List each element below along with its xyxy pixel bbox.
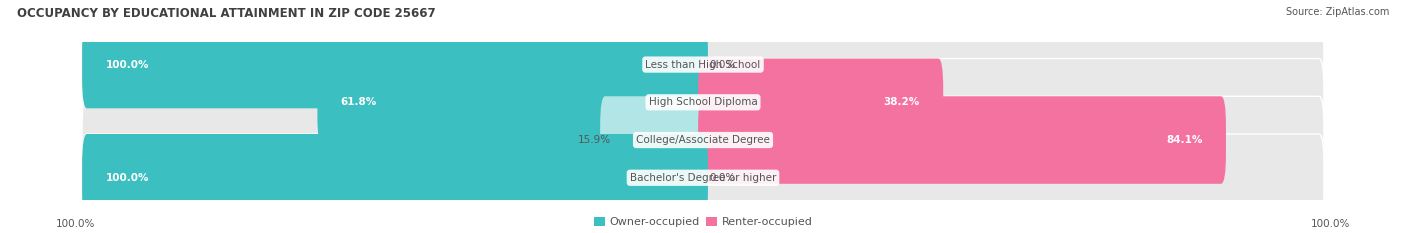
FancyBboxPatch shape — [82, 21, 709, 108]
Text: High School Diploma: High School Diploma — [648, 97, 758, 107]
Text: 100.0%: 100.0% — [105, 60, 149, 70]
Text: 100.0%: 100.0% — [1310, 219, 1350, 229]
FancyBboxPatch shape — [82, 134, 709, 222]
FancyBboxPatch shape — [600, 96, 709, 184]
FancyBboxPatch shape — [697, 21, 1324, 108]
FancyBboxPatch shape — [318, 58, 709, 146]
FancyBboxPatch shape — [697, 96, 1226, 184]
FancyBboxPatch shape — [697, 58, 1324, 146]
Text: 100.0%: 100.0% — [56, 219, 96, 229]
FancyBboxPatch shape — [697, 96, 1324, 184]
Text: College/Associate Degree: College/Associate Degree — [636, 135, 770, 145]
Text: Less than High School: Less than High School — [645, 60, 761, 70]
Text: 100.0%: 100.0% — [105, 173, 149, 183]
Text: 84.1%: 84.1% — [1166, 135, 1202, 145]
FancyBboxPatch shape — [82, 21, 709, 108]
FancyBboxPatch shape — [82, 58, 709, 146]
FancyBboxPatch shape — [82, 96, 709, 184]
Text: OCCUPANCY BY EDUCATIONAL ATTAINMENT IN ZIP CODE 25667: OCCUPANCY BY EDUCATIONAL ATTAINMENT IN Z… — [17, 7, 436, 20]
Text: Source: ZipAtlas.com: Source: ZipAtlas.com — [1285, 7, 1389, 17]
Text: 0.0%: 0.0% — [709, 173, 735, 183]
Text: 61.8%: 61.8% — [340, 97, 377, 107]
Text: 38.2%: 38.2% — [883, 97, 920, 107]
Text: Bachelor's Degree or higher: Bachelor's Degree or higher — [630, 173, 776, 183]
Legend: Owner-occupied, Renter-occupied: Owner-occupied, Renter-occupied — [593, 217, 813, 227]
FancyBboxPatch shape — [82, 134, 709, 222]
FancyBboxPatch shape — [697, 58, 943, 146]
Text: 15.9%: 15.9% — [578, 135, 612, 145]
Text: 0.0%: 0.0% — [709, 60, 735, 70]
FancyBboxPatch shape — [697, 134, 1324, 222]
